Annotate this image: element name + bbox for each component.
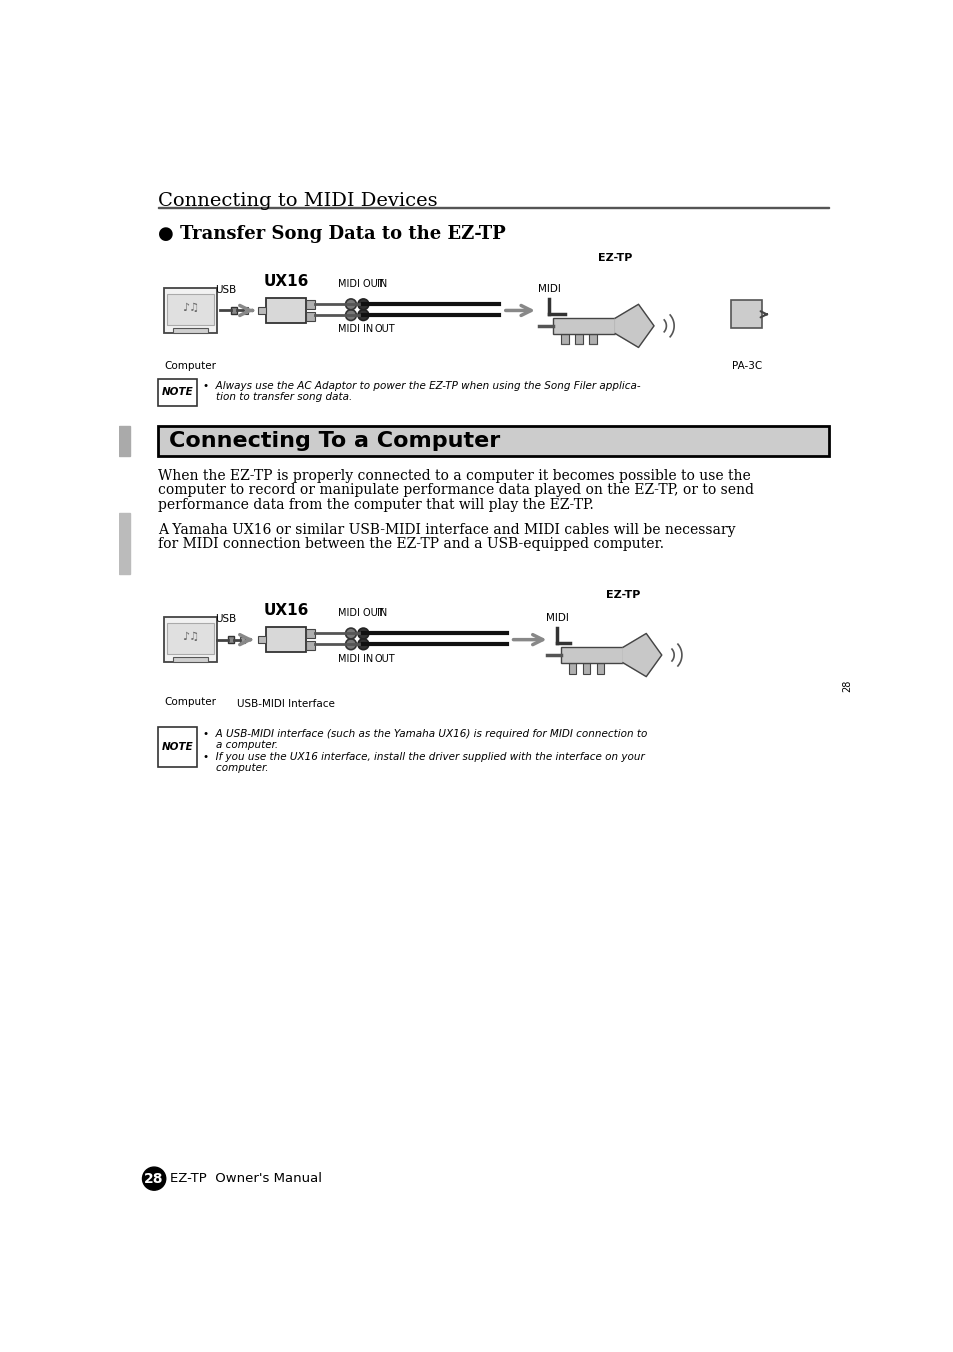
Bar: [158, 426, 828, 457]
Circle shape: [345, 299, 356, 310]
Text: ♪♫: ♪♫: [182, 303, 199, 314]
Text: EZ-TP  Owner's Manual: EZ-TP Owner's Manual: [171, 1172, 322, 1186]
Bar: [257, 307, 266, 314]
Text: •  A USB-MIDI interface (such as the Yamaha UX16) is required for MIDI connectio: • A USB-MIDI interface (such as the Yama…: [203, 729, 647, 740]
Text: MIDI IN: MIDI IN: [337, 653, 373, 664]
Bar: [240, 637, 245, 642]
Bar: [306, 641, 315, 650]
Bar: [560, 334, 568, 345]
Text: IN: IN: [376, 608, 386, 618]
Bar: [731, 300, 761, 329]
Text: MIDI OUT: MIDI OUT: [337, 608, 383, 618]
Circle shape: [345, 629, 356, 639]
Text: UX16: UX16: [263, 274, 308, 289]
Bar: [568, 662, 576, 673]
Text: performance data from the computer that will play the EZ-TP.: performance data from the computer that …: [158, 498, 593, 512]
Bar: [596, 662, 604, 673]
Bar: [257, 635, 266, 644]
Text: USB: USB: [215, 614, 236, 625]
Text: a computer.: a computer.: [203, 740, 277, 750]
Bar: [164, 288, 216, 333]
Text: •  Always use the AC Adaptor to power the EZ-TP when using the Song Filer applic: • Always use the AC Adaptor to power the…: [203, 381, 639, 391]
Text: MIDI: MIDI: [545, 612, 568, 623]
Bar: [119, 426, 130, 457]
Circle shape: [357, 639, 369, 650]
Text: OUT: OUT: [375, 653, 395, 664]
Bar: [582, 662, 590, 673]
Bar: [158, 380, 196, 406]
Bar: [266, 299, 306, 323]
Bar: [306, 300, 315, 308]
Bar: [266, 627, 306, 652]
Text: When the EZ-TP is properly connected to a computer it becomes possible to use th: When the EZ-TP is properly connected to …: [158, 469, 750, 483]
Text: OUT: OUT: [375, 324, 395, 334]
Circle shape: [345, 310, 356, 320]
Bar: [164, 618, 216, 662]
Text: Computer: Computer: [164, 698, 216, 707]
Bar: [173, 657, 208, 662]
Circle shape: [357, 310, 369, 320]
Text: A Yamaha UX16 or similar USB-MIDI interface and MIDI cables will be necessary: A Yamaha UX16 or similar USB-MIDI interf…: [158, 523, 735, 537]
Text: •  If you use the UX16 interface, install the driver supplied with the interface: • If you use the UX16 interface, install…: [203, 752, 644, 763]
Text: computer to record or manipulate performance data played on the EZ-TP, or to sen: computer to record or manipulate perform…: [158, 483, 753, 498]
Polygon shape: [615, 304, 654, 347]
Bar: [575, 334, 582, 345]
Bar: [560, 648, 622, 662]
Circle shape: [357, 629, 369, 639]
Text: PA-3C: PA-3C: [731, 361, 761, 370]
Bar: [231, 307, 236, 314]
Bar: [119, 512, 130, 575]
Text: ● Transfer Song Data to the EZ-TP: ● Transfer Song Data to the EZ-TP: [158, 226, 505, 243]
Text: Connecting To a Computer: Connecting To a Computer: [169, 431, 499, 452]
Bar: [306, 312, 315, 322]
Bar: [243, 307, 248, 314]
Text: NOTE: NOTE: [161, 742, 193, 753]
Text: MIDI IN: MIDI IN: [337, 324, 373, 334]
Text: for MIDI connection between the EZ-TP and a USB-equipped computer.: for MIDI connection between the EZ-TP an…: [158, 537, 663, 552]
Text: computer.: computer.: [203, 763, 268, 773]
Text: ♪♫: ♪♫: [182, 633, 199, 642]
Text: USB-MIDI Interface: USB-MIDI Interface: [236, 699, 335, 708]
Bar: [553, 318, 615, 334]
Text: 28: 28: [144, 1172, 164, 1186]
Text: MIDI: MIDI: [537, 284, 560, 293]
Bar: [306, 629, 315, 638]
Bar: [158, 727, 196, 768]
Text: UX16: UX16: [263, 603, 308, 618]
Bar: [228, 635, 233, 644]
Text: Connecting to MIDI Devices: Connecting to MIDI Devices: [158, 192, 437, 210]
Text: USB: USB: [215, 285, 236, 295]
Text: EZ-TP: EZ-TP: [605, 589, 639, 599]
Text: NOTE: NOTE: [161, 388, 193, 397]
Circle shape: [345, 639, 356, 650]
Text: Computer: Computer: [164, 361, 216, 370]
Bar: [167, 295, 213, 324]
Polygon shape: [622, 634, 661, 676]
Bar: [173, 329, 208, 333]
Text: tion to transfer song data.: tion to transfer song data.: [203, 392, 352, 402]
Text: MIDI OUT: MIDI OUT: [337, 279, 383, 289]
Circle shape: [142, 1167, 166, 1190]
Text: IN: IN: [376, 279, 386, 289]
Text: 28: 28: [841, 680, 852, 692]
Bar: [167, 623, 213, 654]
Bar: [588, 334, 596, 345]
Text: EZ-TP: EZ-TP: [598, 253, 632, 264]
Circle shape: [357, 299, 369, 310]
